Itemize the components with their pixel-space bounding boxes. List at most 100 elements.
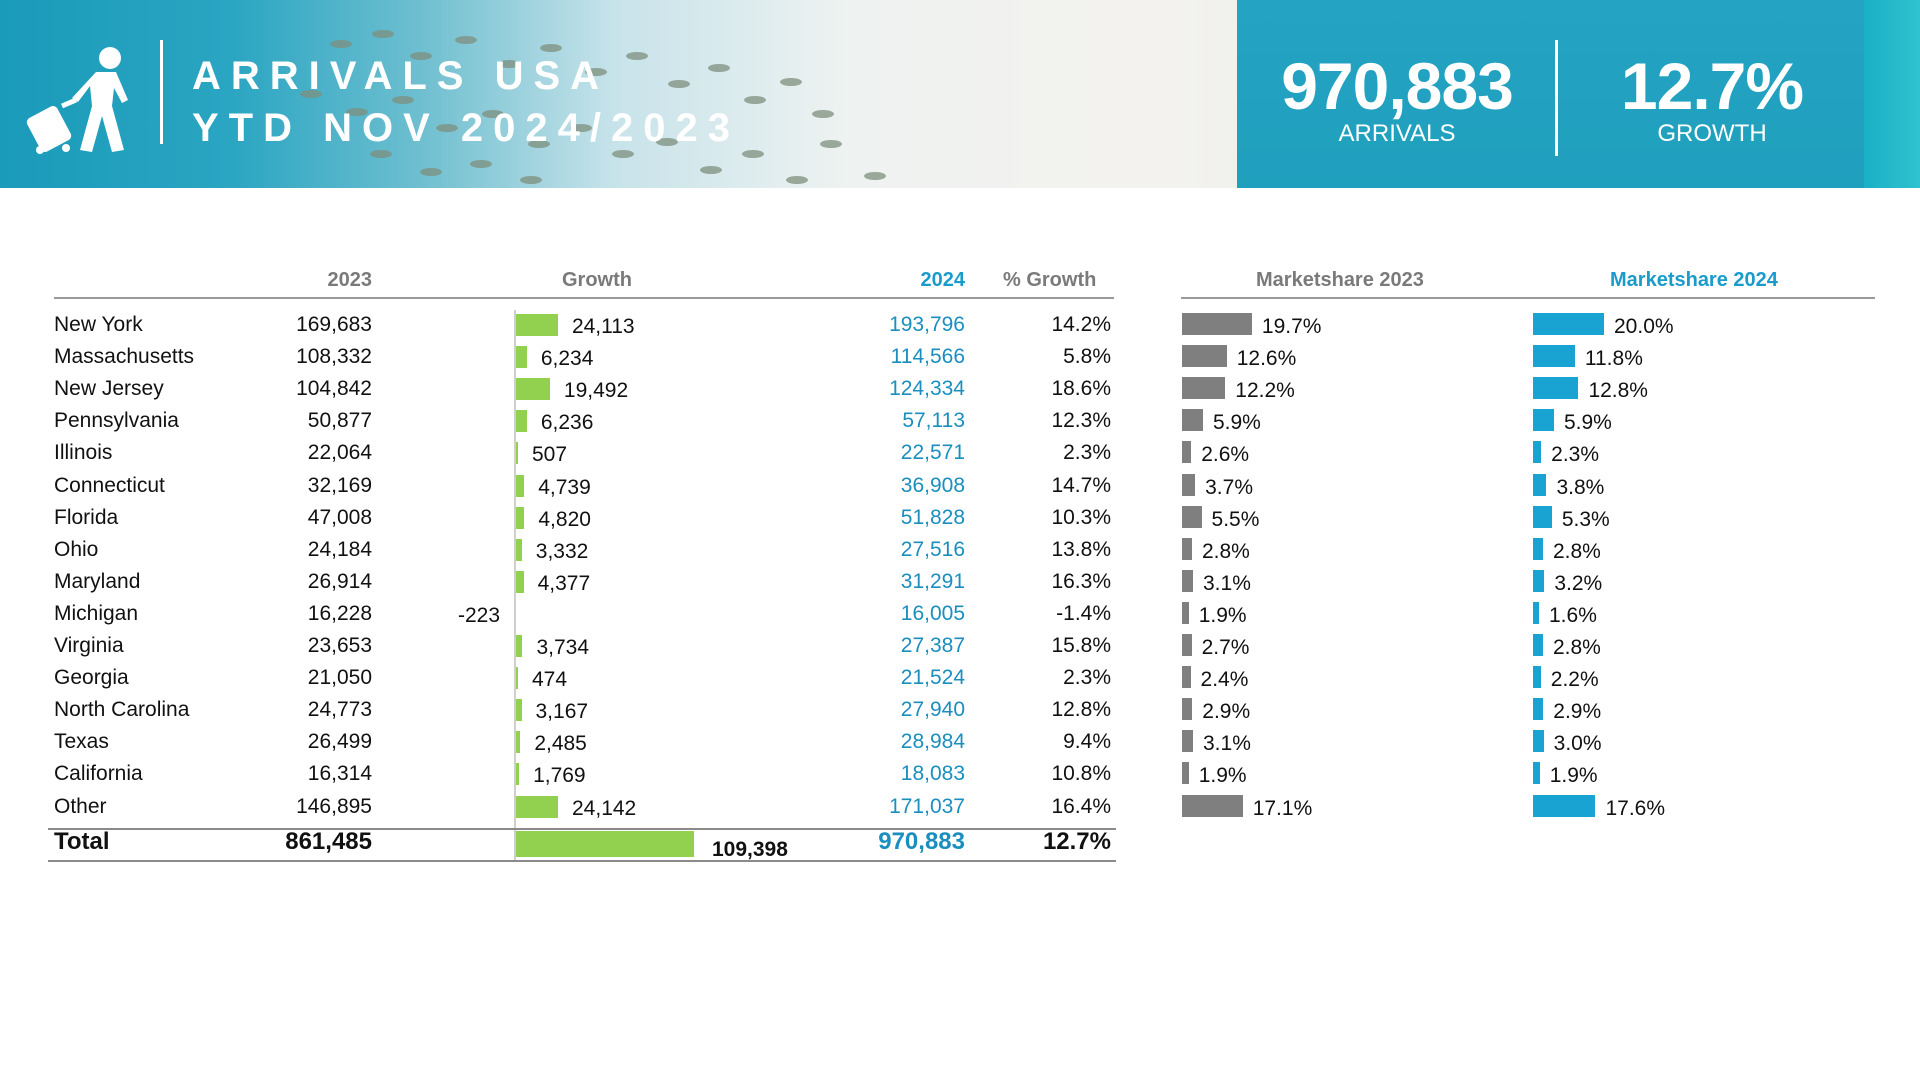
beach-umbrella xyxy=(812,110,834,118)
marketshare-2024-bar xyxy=(1533,505,1552,528)
col-header-2024: 2024 xyxy=(920,269,966,291)
beach-umbrella xyxy=(346,108,368,116)
marketshare-2023-bar xyxy=(1182,569,1193,592)
row-state-label: Georgia xyxy=(54,666,129,690)
row-pct-growth: 16.4% xyxy=(1051,794,1111,818)
beach-umbrella xyxy=(300,90,322,98)
growth-data-label: 24,113 xyxy=(571,315,635,338)
marketshare-2024-label: 2.2% xyxy=(1550,668,1599,692)
row-state-label: Ohio xyxy=(54,537,99,561)
beach-umbrella xyxy=(410,52,432,60)
row-2024-value: 22,571 xyxy=(900,441,965,465)
row-state-label: North Carolina xyxy=(54,698,190,722)
row-pct-growth: 5.8% xyxy=(1063,345,1111,369)
growth-data-label: 474 xyxy=(532,668,568,692)
growth-bar xyxy=(516,570,524,593)
beach-umbrella xyxy=(372,30,394,38)
marketshare-2024-bar xyxy=(1533,730,1544,753)
row-pct-growth: 12.8% xyxy=(1051,698,1111,722)
beach-umbrella xyxy=(864,172,886,180)
row-2023-value: 22,064 xyxy=(307,441,372,465)
beach-umbrella xyxy=(528,140,550,148)
kpi-arrivals-value: 970,883 xyxy=(1281,49,1514,123)
growth-bar xyxy=(516,635,523,657)
total-2023-value: 861,485 xyxy=(285,828,372,855)
beach-umbrella xyxy=(482,110,504,118)
marketshare-2023-bar xyxy=(1182,441,1192,464)
marketshare-2024-label: 3.2% xyxy=(1554,571,1603,595)
beach-umbrella xyxy=(370,150,392,158)
marketshare-2023-bar xyxy=(1182,762,1189,785)
marketshare-2023-label: 3.1% xyxy=(1203,732,1251,756)
total-growth-label: 109,398 xyxy=(712,838,788,861)
row-2024-value: 27,940 xyxy=(900,698,965,722)
kpi-growth: 12.7% GROWTH xyxy=(1572,50,1852,146)
beach-umbrella xyxy=(330,40,352,48)
row-2023-value: 50,877 xyxy=(307,409,372,433)
growth-data-label: 1,769 xyxy=(533,764,586,788)
row-2024-value: 27,516 xyxy=(900,537,965,561)
marketshare-2023-bar xyxy=(1182,601,1189,624)
beach-umbrella xyxy=(744,96,766,104)
row-2024-value: 124,334 xyxy=(889,377,965,401)
row-pct-growth: -1.4% xyxy=(1056,601,1111,625)
growth-bar xyxy=(516,506,525,529)
marketshare-2023-bar xyxy=(1182,730,1193,753)
growth-bar xyxy=(516,442,518,465)
beach-umbrella xyxy=(498,60,520,68)
kpi-arrivals: 970,883 ARRIVALS xyxy=(1257,50,1537,146)
marketshare-2023-bar xyxy=(1182,313,1252,335)
growth-data-label: 19,492 xyxy=(563,379,629,403)
growth-bar xyxy=(516,731,521,754)
marketshare-2024-label: 3.0% xyxy=(1553,732,1602,756)
growth-bar xyxy=(516,346,527,369)
traveler-with-suitcase-icon xyxy=(26,47,128,154)
row-2023-value: 26,499 xyxy=(307,730,372,754)
row-pct-growth: 9.4% xyxy=(1063,730,1111,754)
row-state-label: New Jersey xyxy=(54,377,164,401)
marketshare-2023-label: 2.4% xyxy=(1200,668,1249,692)
marketshare-2023-label: 19.7% xyxy=(1261,315,1322,338)
marketshare-2024-label: 5.3% xyxy=(1561,507,1610,531)
row-pct-growth: 15.8% xyxy=(1051,634,1111,657)
growth-data-label: 4,377 xyxy=(537,571,591,595)
growth-data-label: 3,332 xyxy=(535,539,589,563)
marketshare-2023-bar xyxy=(1182,377,1226,400)
marketshare-2024-label: 1.9% xyxy=(1549,764,1598,788)
beach-umbrella xyxy=(742,150,764,158)
total-pct-growth: 12.7% xyxy=(1042,828,1111,855)
beach-umbrella xyxy=(420,168,442,176)
row-2024-value: 57,113 xyxy=(902,409,965,433)
marketshare-2023-bar xyxy=(1182,537,1192,560)
row-state-label: Maryland xyxy=(54,569,141,593)
row-2023-value: 108,332 xyxy=(296,345,372,369)
row-state-label: Michigan xyxy=(54,601,139,625)
growth-bar xyxy=(516,474,525,497)
growth-data-label: 2,485 xyxy=(534,732,587,756)
marketshare-2024-bar xyxy=(1533,441,1542,464)
marketshare-2023-label: 2.7% xyxy=(1201,636,1250,659)
page-title: ARRIVALS USA YTD NOV 2024/2023 xyxy=(192,50,740,154)
total-rule-bottom xyxy=(48,860,1116,862)
beach-umbrella xyxy=(470,160,492,168)
row-pct-growth: 14.7% xyxy=(1051,473,1111,497)
marketshare-2024-bar xyxy=(1533,698,1544,721)
marketshare-2023-bar xyxy=(1182,666,1191,689)
row-state-label: Illinois xyxy=(54,441,113,465)
col-header-growth: Growth xyxy=(562,269,632,291)
row-2023-value: 26,914 xyxy=(307,569,372,593)
row-2023-value: 104,842 xyxy=(296,377,372,401)
kpi-arrivals-label: ARRIVALS xyxy=(1338,120,1456,147)
row-pct-growth: 16.3% xyxy=(1051,569,1111,593)
row-2024-value: 51,828 xyxy=(900,505,965,529)
marketshare-2023-label: 2.9% xyxy=(1202,700,1251,724)
growth-data-label: -223 xyxy=(457,603,500,627)
total-2024-value: 970,883 xyxy=(878,828,965,855)
beach-umbrella xyxy=(668,80,690,88)
marketshare-2023-label: 12.2% xyxy=(1235,379,1295,403)
row-pct-growth: 14.2% xyxy=(1051,313,1111,336)
marketshare-2023-bar xyxy=(1182,505,1202,528)
marketshare-2023-label: 3.1% xyxy=(1203,571,1251,595)
row-state-label: Florida xyxy=(54,505,119,529)
marketshare-2024-bar xyxy=(1533,601,1539,624)
